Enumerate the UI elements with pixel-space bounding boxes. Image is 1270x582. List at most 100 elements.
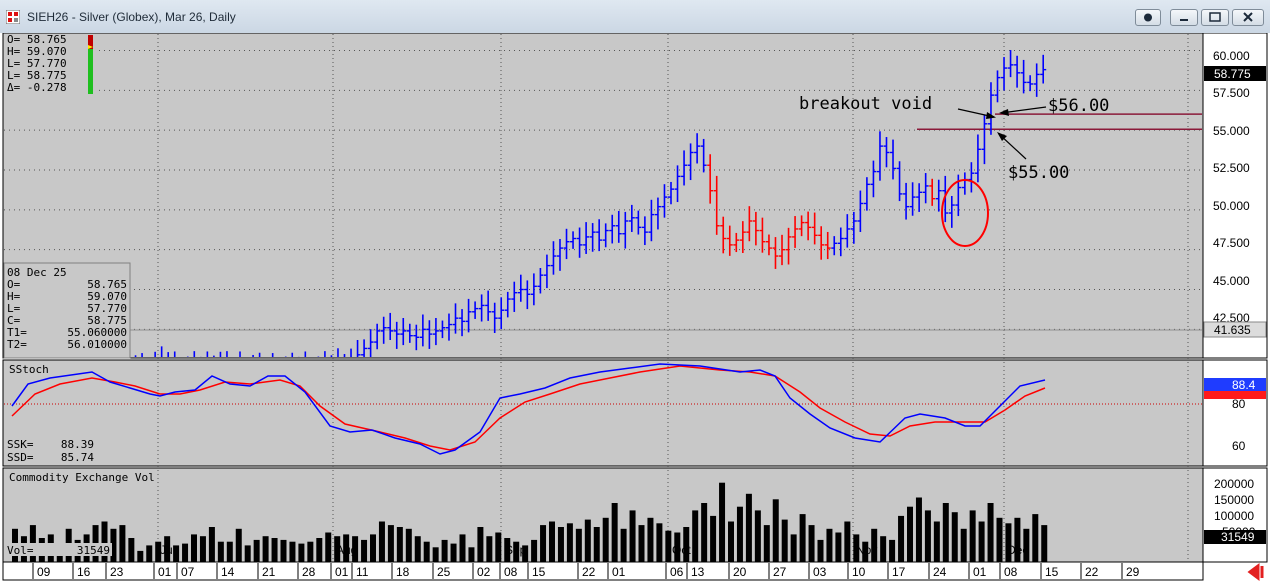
stoch-panel[interactable] [2, 359, 1204, 467]
ohlc-bar [374, 323, 381, 350]
volume-bar [119, 525, 126, 562]
ohlc-bar [576, 227, 583, 258]
ohlc-bar [694, 133, 701, 164]
ohlc-bar [850, 211, 857, 244]
volume-bar [513, 541, 520, 562]
volume-bar [396, 527, 403, 562]
stoch-tick-label: 60 [1232, 439, 1246, 453]
ohlc-bar [648, 199, 655, 242]
volume-bar [772, 499, 779, 562]
date-label: 25 [437, 565, 451, 579]
high-arrow [1000, 106, 1047, 114]
date-label: 22 [582, 565, 596, 579]
vol-label: Vol= [7, 544, 34, 557]
breakout-arrowhead [986, 112, 996, 119]
last-price-badge [1204, 66, 1266, 81]
date-label: 23 [110, 565, 124, 579]
ohlc-bar [1033, 63, 1040, 97]
volume-bar [271, 538, 278, 562]
volume-bar [683, 527, 690, 562]
ohlc-bar [1040, 54, 1047, 84]
ohlc-bar [556, 238, 563, 271]
volume-axis [1202, 467, 1268, 563]
ohlc-bar [472, 301, 479, 319]
volume-bar [182, 543, 189, 562]
ohlc-bar [1027, 75, 1034, 92]
ohlc-bar [779, 234, 786, 266]
volume-bar [826, 528, 833, 562]
ohlc-bar [635, 210, 642, 235]
price-panel[interactable] [2, 33, 1204, 359]
annotations[interactable]: breakout void $56.00 $55.00 [799, 94, 1109, 247]
volume-bar [164, 536, 171, 562]
volume-bar [432, 547, 439, 562]
ohlc-bar [654, 197, 661, 230]
ohlc-bar [485, 290, 492, 321]
volume-bar [611, 503, 618, 562]
ohlc-bar [622, 211, 629, 249]
ohlc-bar [426, 320, 433, 349]
ohlc-bar [661, 184, 668, 218]
ohlc-bar [785, 227, 792, 265]
close-icon [1243, 12, 1253, 22]
highlight-circle [941, 179, 989, 247]
ohlc-bar [909, 182, 916, 216]
date-label: 16 [77, 565, 91, 579]
ohlc-bar [367, 329, 374, 357]
scroll-right-arrow-icon[interactable] [1247, 563, 1264, 581]
stoch-title: SStoch [9, 363, 49, 376]
volume-bar [745, 493, 752, 562]
ohlc-bar [602, 223, 609, 248]
volume-badge [1204, 530, 1266, 544]
volume-readout: Vol= 31549 [4, 543, 112, 557]
volume-bar [629, 510, 636, 562]
ohlc-bar [478, 294, 485, 322]
ohlc-bar [1020, 59, 1027, 94]
ohlc-bar [818, 226, 825, 260]
ohlc-bar [609, 214, 616, 244]
volume-bar [1023, 528, 1030, 562]
volume-bar [924, 510, 931, 562]
ohlc-bar [380, 316, 387, 344]
date-label: 08 [1004, 565, 1018, 579]
volume-bar [298, 543, 305, 562]
volume-bar [405, 528, 412, 562]
ohlc-bar [720, 216, 727, 254]
date-label: 02 [477, 565, 491, 579]
ohlc-bar [896, 161, 903, 202]
volume-tick-label: 200000 [1214, 477, 1254, 491]
volume-bar [728, 521, 734, 562]
ohlc-bar [935, 179, 942, 212]
range-gauge-bottom [88, 49, 93, 94]
data-box-label: H= [7, 290, 21, 303]
ohlc-bar [550, 241, 557, 275]
date-label: 07 [181, 565, 195, 579]
volume-bar [701, 503, 708, 562]
price-tick-label: 50.000 [1213, 199, 1250, 213]
ohlc-bar [583, 222, 590, 254]
volume-bar [907, 506, 913, 562]
ohlc-bar [890, 139, 897, 180]
ohlc-bar [700, 138, 707, 173]
volume-bar [361, 539, 368, 562]
date-label: 01 [335, 565, 349, 579]
volume-bar [1005, 523, 1012, 562]
data-box-label: L= [7, 302, 21, 315]
last-price-value: 58.775 [1214, 67, 1251, 81]
ohlc-bar [400, 318, 407, 346]
volume-bar [889, 539, 896, 562]
minimize-button[interactable] [1170, 9, 1198, 26]
date-label: 01 [158, 565, 172, 579]
price-readout: O= 58.765 H= 59.070 L= 57.770 L= 58.775 … [4, 33, 98, 96]
volume-bar [137, 550, 144, 562]
close-button[interactable] [1232, 9, 1264, 26]
record-button[interactable] [1135, 9, 1161, 26]
ohlc-bar [994, 70, 1001, 103]
volume-bar [495, 532, 502, 562]
ohlc-bar [563, 228, 570, 260]
restore-button[interactable] [1201, 9, 1229, 26]
range-gauge-marker [88, 45, 93, 49]
volume-bar [763, 525, 770, 562]
data-box-value: 58.765 [87, 278, 127, 291]
ohlc-bar [824, 231, 831, 260]
